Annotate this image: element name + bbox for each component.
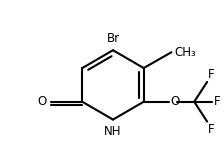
Text: CH₃: CH₃ xyxy=(174,46,196,59)
Text: F: F xyxy=(208,68,215,81)
Text: F: F xyxy=(208,123,215,136)
Text: O: O xyxy=(37,95,47,108)
Text: Br: Br xyxy=(106,32,120,45)
Text: NH: NH xyxy=(104,124,122,137)
Text: F: F xyxy=(214,95,221,108)
Text: O: O xyxy=(170,95,180,108)
